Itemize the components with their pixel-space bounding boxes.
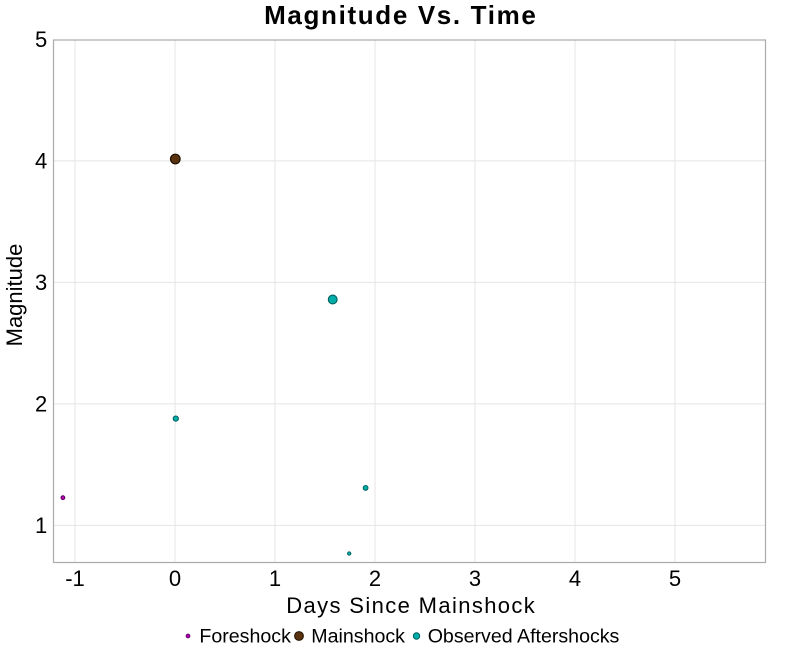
- svg-text:4: 4: [35, 148, 47, 173]
- svg-text:2: 2: [369, 566, 381, 591]
- svg-text:1: 1: [269, 566, 281, 591]
- svg-text:3: 3: [469, 566, 481, 591]
- svg-text:2: 2: [35, 391, 47, 416]
- svg-text:3: 3: [35, 270, 47, 295]
- svg-text:Mainshock: Mainshock: [311, 626, 405, 648]
- svg-text:Magnitude: Magnitude: [2, 244, 27, 347]
- svg-text:Days Since Mainshock: Days Since Mainshock: [286, 593, 536, 618]
- svg-text:5: 5: [669, 566, 681, 591]
- svg-text:-1: -1: [65, 566, 85, 591]
- svg-text:Foreshock: Foreshock: [199, 626, 291, 648]
- svg-text:4: 4: [569, 566, 581, 591]
- svg-text:5: 5: [35, 27, 47, 52]
- svg-text:1: 1: [35, 513, 47, 538]
- svg-text:Observed Aftershocks: Observed Aftershocks: [428, 626, 620, 648]
- svg-text:Magnitude Vs. Time: Magnitude Vs. Time: [264, 0, 537, 30]
- svg-text:0: 0: [169, 566, 181, 591]
